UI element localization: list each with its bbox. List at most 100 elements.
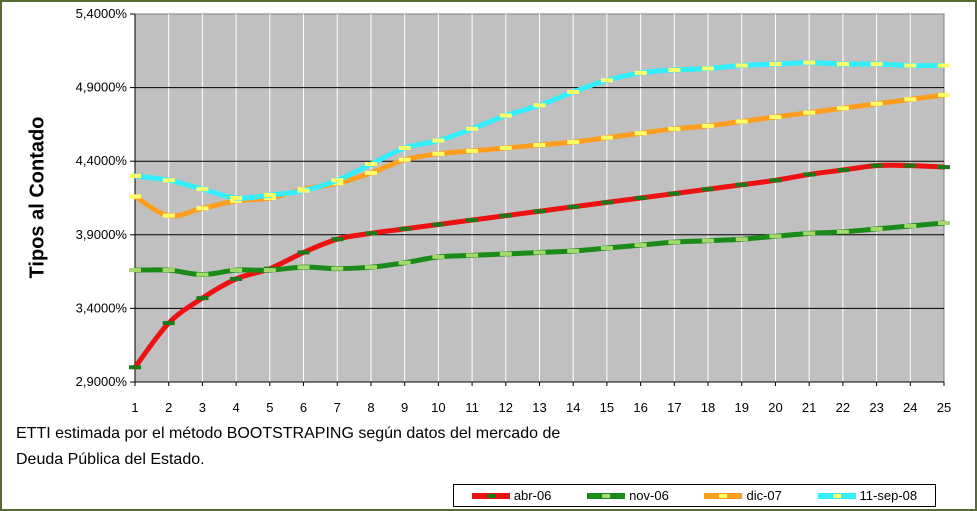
legend-label: nov-06 [629, 488, 669, 503]
x-tick-label: 24 [903, 400, 917, 415]
data-point [803, 60, 816, 65]
data-point [432, 222, 445, 227]
data-point [499, 251, 512, 256]
x-tick-label: 16 [633, 400, 647, 415]
x-tick-label: 1 [131, 400, 138, 415]
y-tick-label: 5,4000% [76, 6, 128, 21]
data-point [634, 131, 647, 136]
data-point [769, 62, 782, 67]
data-point [836, 168, 849, 173]
data-point [398, 226, 411, 231]
data-point [634, 70, 647, 75]
data-point [432, 151, 445, 156]
legend-marker [719, 493, 728, 498]
legend: abr-06 nov-06 dic-07 11-sep-08 [453, 484, 936, 507]
data-point [769, 234, 782, 239]
legend-label: dic-07 [746, 488, 782, 503]
x-tick-label: 6 [300, 400, 307, 415]
data-point [129, 173, 141, 178]
data-point [938, 92, 950, 97]
data-point [904, 63, 917, 68]
x-tick-label: 17 [667, 400, 681, 415]
data-point [634, 243, 647, 248]
data-point [196, 206, 209, 211]
data-point [162, 213, 175, 218]
data-point [904, 163, 917, 168]
data-point [331, 181, 344, 186]
data-point [196, 296, 209, 301]
data-point [803, 172, 816, 177]
data-point [263, 193, 276, 198]
data-point [870, 62, 883, 67]
data-point [938, 63, 950, 68]
caption-line-1: ETTI estimada por el método BOOTSTRAPING… [16, 425, 561, 442]
x-tick-label: 21 [802, 400, 816, 415]
data-point [735, 63, 748, 68]
data-point [331, 237, 344, 242]
legend-swatch [471, 492, 510, 499]
x-tick-label: 13 [532, 400, 546, 415]
data-point [230, 268, 243, 273]
data-point [702, 238, 715, 243]
data-point [668, 67, 681, 72]
x-tick-label: 18 [701, 400, 715, 415]
data-point [162, 178, 175, 183]
data-point [162, 268, 175, 273]
data-point [904, 97, 917, 102]
data-point [364, 170, 377, 175]
data-point [398, 260, 411, 265]
x-tick-label: 12 [499, 400, 513, 415]
data-point [904, 223, 917, 228]
data-point [938, 221, 950, 226]
legend-swatch [817, 492, 856, 499]
x-tick-label: 9 [401, 400, 408, 415]
x-tick-label: 14 [566, 400, 580, 415]
x-tick-label: 10 [431, 400, 445, 415]
data-point [702, 66, 715, 71]
data-point [499, 113, 512, 118]
data-point [938, 165, 950, 170]
data-point [129, 365, 141, 370]
x-tick-label: 7 [334, 400, 341, 415]
data-point [836, 62, 849, 67]
data-point [499, 213, 512, 218]
data-point [466, 253, 479, 258]
data-point [466, 218, 479, 223]
data-point [533, 143, 546, 148]
data-point [803, 231, 816, 236]
data-point [769, 115, 782, 120]
data-point [364, 162, 377, 167]
x-tick-label: 3 [199, 400, 206, 415]
x-tick-label: 25 [937, 400, 951, 415]
data-point [263, 268, 276, 273]
data-point [702, 123, 715, 128]
data-point [297, 265, 310, 270]
data-point [836, 106, 849, 111]
data-point [162, 321, 175, 326]
data-point [331, 266, 344, 271]
data-point [230, 276, 243, 281]
data-point [668, 240, 681, 245]
legend-swatch [704, 492, 743, 499]
data-point [702, 187, 715, 192]
x-tick-label: 2 [165, 400, 172, 415]
x-tick-label: 4 [233, 400, 240, 415]
data-point [129, 194, 141, 199]
data-point [196, 272, 209, 277]
data-point [735, 182, 748, 187]
y-tick-label: 2,9000% [76, 374, 128, 389]
data-point [600, 200, 613, 205]
data-point [567, 248, 580, 253]
x-tick-label: 22 [836, 400, 850, 415]
caption-line-2: Deuda Pública del Estado. [16, 451, 205, 468]
legend-label: abr-06 [513, 488, 552, 503]
data-point [398, 145, 411, 150]
data-point [600, 78, 613, 83]
data-point [836, 229, 849, 234]
data-point [735, 237, 748, 242]
data-point [331, 178, 344, 183]
data-point [432, 254, 445, 259]
x-tick-label: 19 [735, 400, 749, 415]
data-point [600, 246, 613, 251]
